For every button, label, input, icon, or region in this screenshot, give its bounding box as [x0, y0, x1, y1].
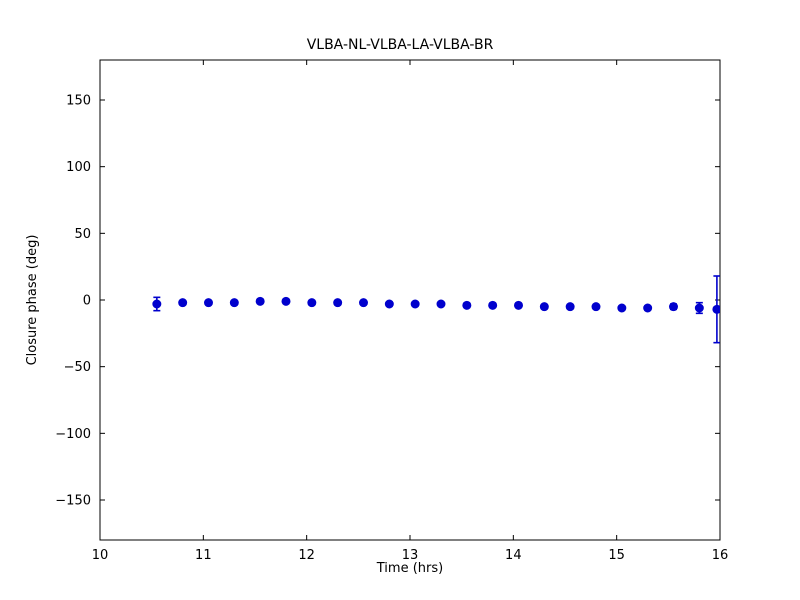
data-layer — [152, 275, 720, 344]
x-tick-label: 11 — [195, 548, 212, 563]
data-point — [307, 298, 317, 308]
data-point — [359, 298, 368, 308]
data-point — [178, 298, 188, 308]
data-point — [565, 302, 575, 312]
y-tick-label: 50 — [74, 227, 91, 242]
y-tick-label: −150 — [55, 494, 91, 509]
data-point — [669, 302, 678, 312]
axes-layer: 10 11 12 13 14 15 16 −150 −100 −50 0 50 100 150 — [55, 59, 729, 563]
data-point — [539, 302, 549, 312]
data-point — [281, 296, 291, 306]
data-point — [384, 299, 394, 309]
y-tick-label: 150 — [66, 94, 91, 109]
data-point — [410, 299, 420, 309]
plot-frame — [99, 59, 721, 541]
data-point — [488, 300, 498, 310]
data-point — [229, 298, 239, 308]
data-point — [514, 300, 523, 310]
data-point — [152, 299, 162, 309]
y-tick-label: −100 — [55, 427, 91, 442]
y-tick-label: 100 — [66, 160, 91, 175]
data-point — [462, 300, 472, 310]
x-tick-label: 12 — [298, 548, 315, 563]
data-point — [333, 298, 343, 308]
data-point — [204, 298, 213, 308]
data-point — [617, 303, 627, 313]
data-point — [255, 296, 265, 306]
y-tick-label: −50 — [64, 360, 91, 375]
x-tick-label: 15 — [608, 548, 625, 563]
data-point — [712, 304, 720, 314]
x-axis-label: Time (hrs) — [376, 561, 443, 576]
y-axis-label: Closure phase (deg) — [25, 235, 40, 366]
data-point — [436, 299, 446, 309]
x-tick-label: 16 — [712, 548, 729, 563]
y-tick-label: 0 — [83, 294, 91, 309]
x-tick-label: 14 — [505, 548, 522, 563]
chart-title: VLBA-NL-VLBA-LA-VLBA-BR — [307, 37, 494, 53]
data-point — [694, 303, 704, 313]
data-point — [591, 302, 601, 312]
x-tick-label: 10 — [92, 548, 109, 563]
x-tick-label: 13 — [402, 548, 419, 563]
data-point — [643, 303, 653, 313]
